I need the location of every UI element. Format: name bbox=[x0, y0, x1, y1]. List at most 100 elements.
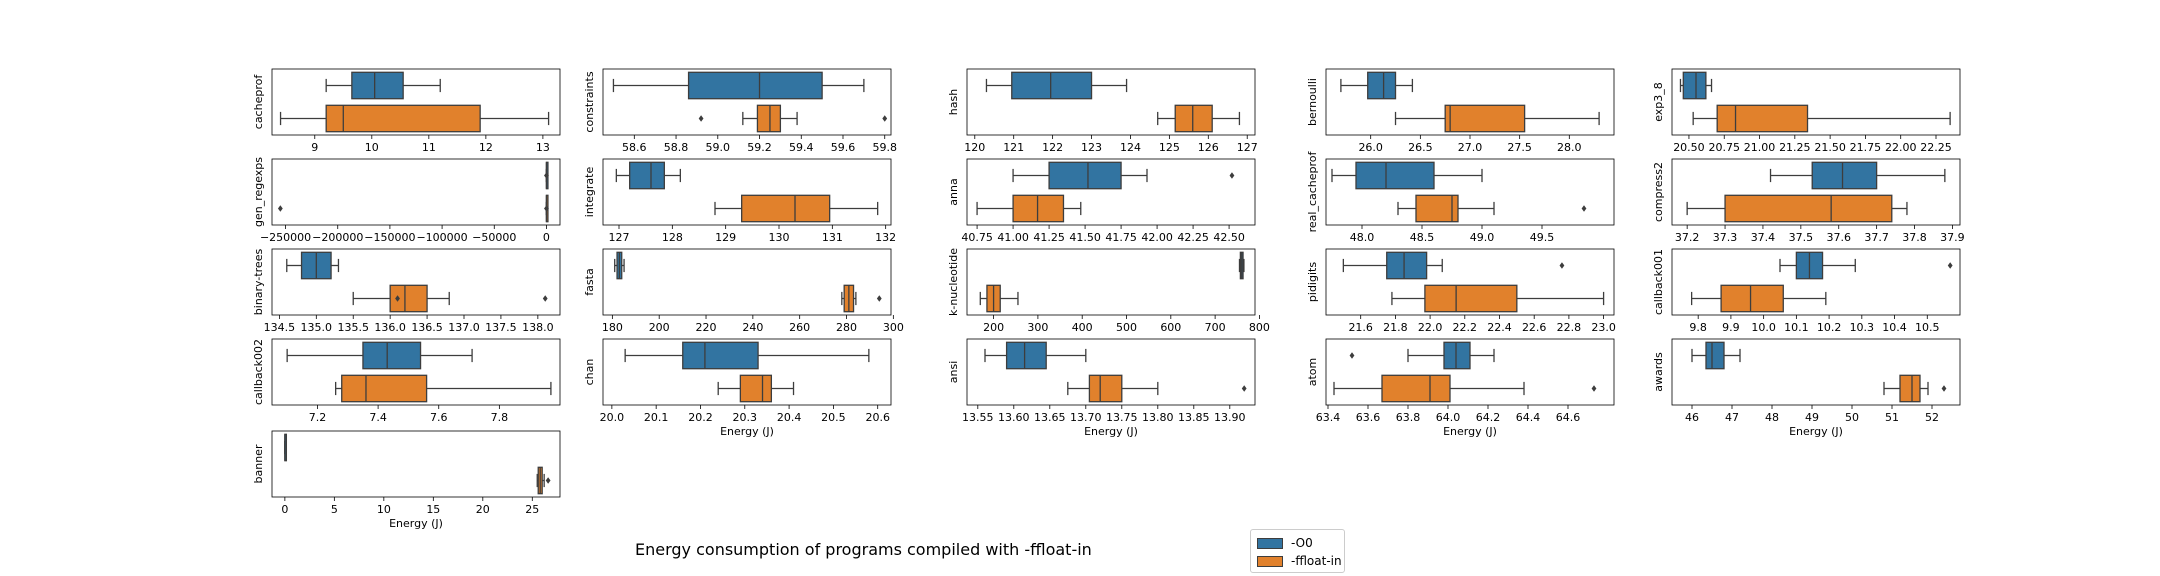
y-axis-label: k-nucleotide bbox=[947, 248, 960, 316]
outlier-point bbox=[876, 295, 882, 302]
x-tick-label: 21.00 bbox=[1744, 141, 1776, 154]
subplot-hash: 120 121 122 123 124 125 126 127 hash bbox=[947, 68, 1258, 154]
x-tick-label: 9.9 bbox=[1722, 321, 1740, 334]
x-tick-label: 37.6 bbox=[1826, 231, 1851, 244]
x-tick-label: 37.5 bbox=[1789, 231, 1814, 244]
x-tick-label: 21.50 bbox=[1814, 141, 1846, 154]
x-tick-label: 63.6 bbox=[1356, 411, 1381, 424]
x-tick-label: 13.65 bbox=[1034, 411, 1066, 424]
y-axis-label: binary-trees bbox=[252, 249, 265, 316]
x-tick-label: 10.3 bbox=[1850, 321, 1875, 334]
outlier-point bbox=[1241, 385, 1247, 392]
box-ansi-ffloat-in bbox=[1067, 374, 1247, 403]
x-tick-label: 22.25 bbox=[1920, 141, 1952, 154]
outlier-point bbox=[544, 205, 549, 212]
box-anna-o0 bbox=[1012, 161, 1235, 190]
x-tick-label: 220 bbox=[696, 321, 717, 334]
outlier-point bbox=[545, 477, 551, 484]
x-tick-label: 300 bbox=[883, 321, 904, 334]
axes-frame bbox=[271, 248, 561, 316]
y-axis-label: constraints bbox=[583, 71, 596, 132]
x-tick-label: 58.8 bbox=[664, 141, 689, 154]
box-constraints-o0 bbox=[612, 71, 865, 100]
y-axis-label: compress2 bbox=[1652, 162, 1665, 222]
x-tick-label: 7.8 bbox=[491, 411, 509, 424]
x-tick-label: 52 bbox=[1925, 411, 1939, 424]
axes-frame bbox=[602, 68, 892, 136]
box-pidigits-ffloat-in bbox=[1391, 284, 1605, 313]
x-tick-label: 13.85 bbox=[1178, 411, 1210, 424]
iqr-box bbox=[1367, 71, 1397, 100]
box-fasta-ffloat-in bbox=[841, 284, 882, 313]
x-tick-label: 12 bbox=[479, 141, 493, 154]
box-cacheprof-ffloat-in bbox=[279, 104, 550, 133]
axes-frame bbox=[602, 248, 892, 316]
box-pidigits-o0 bbox=[1342, 251, 1565, 280]
subplot-chan: 20.0 20.1 20.2 20.3 20.4 20.5 20.6 chan Energy (… bbox=[583, 338, 892, 438]
axes-frame bbox=[1325, 248, 1615, 316]
x-tick-label: 22.6 bbox=[1522, 321, 1547, 334]
x-tick-label: 11 bbox=[422, 141, 436, 154]
x-tick-label: 48.5 bbox=[1410, 231, 1435, 244]
x-tick-label: 63.4 bbox=[1316, 411, 1341, 424]
x-tick-label: 13.75 bbox=[1106, 411, 1138, 424]
iqr-box bbox=[351, 71, 404, 100]
x-tick-label: 240 bbox=[742, 321, 763, 334]
x-tick-label: 20.4 bbox=[777, 411, 802, 424]
iqr-box bbox=[1444, 104, 1526, 133]
x-tick-label: 127 bbox=[1237, 141, 1258, 154]
iqr-box bbox=[1424, 284, 1518, 313]
y-axis-label: pidigits bbox=[1306, 262, 1319, 302]
box-callback001-o0 bbox=[1779, 251, 1953, 280]
x-tick-label: 20.6 bbox=[865, 411, 890, 424]
x-tick-label: 21.8 bbox=[1383, 321, 1408, 334]
box-banner-o0 bbox=[284, 433, 288, 462]
subplot-real-cacheprof: 48.0 48.5 49.0 49.5 real_cacheprof bbox=[1306, 150, 1615, 244]
x-tick-label: 42.25 bbox=[1177, 231, 1209, 244]
x-tick-label: −150000 bbox=[364, 231, 415, 244]
x-tick-label: 58.6 bbox=[622, 141, 647, 154]
subplot-fasta: 180 200 220 240 260 280 300 fasta bbox=[583, 248, 904, 334]
x-tick-label: 132 bbox=[875, 231, 896, 244]
x-tick-label: 20.0 bbox=[600, 411, 625, 424]
iqr-box bbox=[1088, 374, 1123, 403]
x-tick-label: 10.0 bbox=[1751, 321, 1776, 334]
x-tick-label: 26.0 bbox=[1358, 141, 1383, 154]
x-tick-label: 122 bbox=[1042, 141, 1063, 154]
x-tick-label: 21.6 bbox=[1348, 321, 1373, 334]
x-tick-label: 37.2 bbox=[1675, 231, 1700, 244]
axes-frame bbox=[966, 338, 1256, 406]
y-axis-label: callback002 bbox=[252, 339, 265, 405]
x-axis-label: Energy (J) bbox=[1084, 425, 1138, 438]
x-tick-label: 7.6 bbox=[430, 411, 448, 424]
x-tick-label: 22.0 bbox=[1418, 321, 1443, 334]
x-tick-label: 37.7 bbox=[1864, 231, 1889, 244]
axes-frame bbox=[966, 158, 1256, 226]
outlier-point bbox=[1947, 262, 1953, 269]
axes-frame bbox=[271, 338, 561, 406]
iqr-box bbox=[629, 161, 665, 190]
axes-frame bbox=[602, 338, 892, 406]
x-tick-label: 700 bbox=[1205, 321, 1226, 334]
x-tick-label: 28.0 bbox=[1557, 141, 1582, 154]
axes-frame bbox=[271, 158, 561, 226]
legend-label-o0: -O0 bbox=[1291, 536, 1313, 550]
x-tick-label: 9.8 bbox=[1689, 321, 1707, 334]
axes-frame bbox=[1671, 248, 1961, 316]
y-axis-label: gen_regexps bbox=[252, 157, 265, 227]
iqr-box bbox=[1386, 251, 1428, 280]
x-tick-label: 22.00 bbox=[1885, 141, 1917, 154]
box-awards-ffloat-in bbox=[1883, 374, 1947, 403]
x-tick-label: 25 bbox=[525, 503, 539, 516]
iqr-box bbox=[1899, 374, 1921, 403]
legend: -O0 -ffloat-in bbox=[1250, 529, 1345, 573]
legend-item-ffloat-in: -ffloat-in bbox=[1257, 554, 1342, 568]
x-tick-label: 20 bbox=[476, 503, 490, 516]
iqr-box bbox=[1443, 341, 1471, 370]
iqr-box bbox=[1415, 194, 1459, 223]
x-tick-label: 37.4 bbox=[1751, 231, 1776, 244]
x-tick-label: −250000 bbox=[260, 231, 311, 244]
x-tick-label: 37.9 bbox=[1940, 231, 1965, 244]
iqr-box bbox=[1011, 71, 1093, 100]
x-tick-label: 800 bbox=[1249, 321, 1270, 334]
